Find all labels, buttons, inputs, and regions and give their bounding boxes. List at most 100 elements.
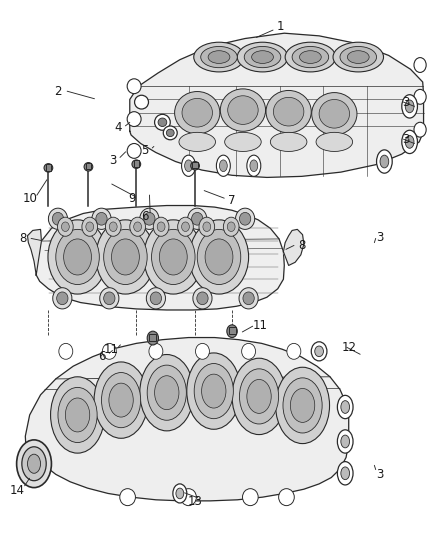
Ellipse shape: [237, 42, 288, 72]
Ellipse shape: [208, 51, 230, 63]
Ellipse shape: [53, 288, 72, 309]
Ellipse shape: [341, 401, 350, 414]
Ellipse shape: [120, 489, 135, 506]
Ellipse shape: [17, 440, 51, 488]
Ellipse shape: [134, 95, 148, 109]
Ellipse shape: [65, 398, 90, 432]
Ellipse shape: [144, 213, 155, 225]
Ellipse shape: [315, 346, 323, 357]
Ellipse shape: [59, 343, 73, 359]
Text: 3: 3: [403, 95, 410, 109]
Ellipse shape: [219, 160, 227, 172]
Text: 13: 13: [187, 495, 202, 508]
Ellipse shape: [50, 377, 105, 453]
Ellipse shape: [28, 454, 41, 473]
Text: 4: 4: [114, 121, 122, 134]
Bar: [229, 327, 236, 334]
Ellipse shape: [227, 325, 237, 337]
Ellipse shape: [127, 112, 141, 126]
Ellipse shape: [290, 389, 315, 422]
Ellipse shape: [194, 42, 244, 72]
Text: 6: 6: [141, 210, 149, 223]
Text: 3: 3: [109, 154, 116, 167]
Ellipse shape: [152, 229, 195, 285]
Ellipse shape: [102, 373, 141, 427]
Ellipse shape: [201, 374, 226, 408]
Ellipse shape: [48, 220, 107, 294]
Ellipse shape: [283, 378, 322, 433]
Ellipse shape: [140, 208, 159, 229]
Ellipse shape: [189, 220, 249, 294]
Ellipse shape: [194, 364, 233, 419]
Text: 8: 8: [298, 239, 305, 252]
Ellipse shape: [157, 222, 165, 231]
Ellipse shape: [144, 220, 203, 294]
Ellipse shape: [155, 376, 179, 410]
Ellipse shape: [176, 488, 184, 499]
Ellipse shape: [405, 135, 414, 148]
Polygon shape: [283, 229, 304, 265]
Ellipse shape: [220, 89, 265, 131]
Ellipse shape: [285, 42, 336, 72]
Text: 2: 2: [54, 85, 62, 98]
Bar: [149, 334, 156, 341]
Ellipse shape: [300, 51, 321, 63]
Ellipse shape: [187, 208, 207, 229]
Ellipse shape: [181, 489, 196, 506]
Ellipse shape: [287, 343, 301, 359]
Ellipse shape: [104, 229, 147, 285]
Ellipse shape: [270, 132, 307, 151]
Polygon shape: [28, 229, 42, 275]
Ellipse shape: [106, 217, 121, 236]
Ellipse shape: [134, 222, 141, 231]
Ellipse shape: [414, 58, 426, 72]
Ellipse shape: [86, 222, 94, 231]
Ellipse shape: [199, 217, 215, 236]
Ellipse shape: [266, 91, 311, 133]
Bar: [46, 164, 51, 171]
Ellipse shape: [247, 155, 261, 176]
Ellipse shape: [337, 430, 353, 453]
Ellipse shape: [57, 292, 68, 305]
Ellipse shape: [197, 229, 241, 285]
Ellipse shape: [405, 100, 414, 113]
Ellipse shape: [279, 489, 294, 506]
Ellipse shape: [64, 239, 92, 275]
Text: 5: 5: [141, 144, 148, 157]
Ellipse shape: [337, 462, 353, 485]
Text: 3: 3: [403, 133, 410, 146]
Ellipse shape: [130, 217, 145, 236]
Bar: [134, 160, 139, 167]
Ellipse shape: [380, 155, 389, 168]
Ellipse shape: [112, 239, 139, 275]
Text: 11: 11: [104, 343, 119, 356]
Ellipse shape: [109, 383, 133, 417]
Ellipse shape: [239, 288, 258, 309]
Ellipse shape: [182, 222, 189, 231]
Text: 3: 3: [376, 231, 384, 244]
Ellipse shape: [158, 118, 167, 126]
Ellipse shape: [243, 292, 254, 305]
Ellipse shape: [216, 155, 230, 176]
Ellipse shape: [96, 213, 107, 225]
Ellipse shape: [82, 217, 98, 236]
Ellipse shape: [155, 114, 170, 130]
Ellipse shape: [227, 222, 235, 231]
Text: 11: 11: [253, 319, 268, 333]
Ellipse shape: [182, 99, 212, 127]
Polygon shape: [25, 337, 349, 501]
Ellipse shape: [44, 164, 53, 172]
Ellipse shape: [102, 343, 116, 359]
Ellipse shape: [250, 160, 258, 172]
Ellipse shape: [173, 484, 187, 503]
Ellipse shape: [244, 46, 281, 68]
Ellipse shape: [191, 213, 203, 225]
Ellipse shape: [179, 132, 215, 151]
Ellipse shape: [166, 129, 174, 136]
Ellipse shape: [273, 98, 304, 126]
Ellipse shape: [316, 132, 353, 151]
Ellipse shape: [228, 96, 258, 124]
Ellipse shape: [312, 93, 357, 135]
Ellipse shape: [147, 365, 186, 420]
Ellipse shape: [104, 292, 115, 305]
